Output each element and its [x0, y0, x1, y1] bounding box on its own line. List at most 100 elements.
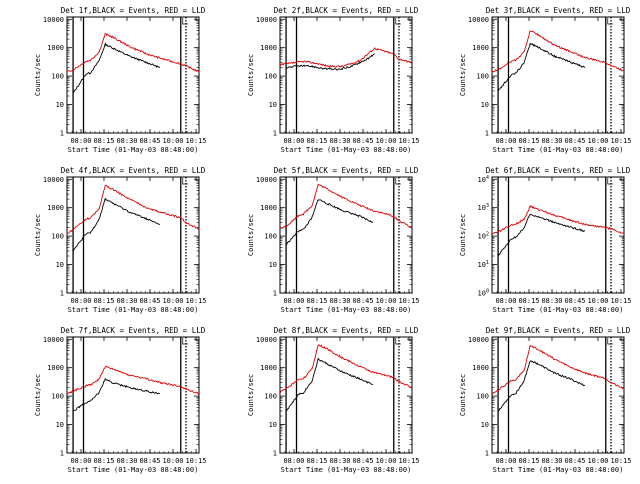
chart-panel-6: Det 6f,BLACK = Events, RED = LLD 100 101 10…	[459, 166, 632, 314]
events-series-line	[285, 53, 375, 71]
x-tick-label: 08:45	[352, 137, 373, 145]
y-tick-label: 1000	[472, 44, 489, 52]
x-tick-label: 08:15	[518, 137, 539, 145]
chart-title: Det 5f,BLACK = Events, RED = LLD	[274, 166, 419, 175]
x-tick-label: 08:00	[495, 137, 516, 145]
chart-title: Det 4f,BLACK = Events, RED = LLD	[61, 166, 206, 175]
lld-series-line	[279, 47, 413, 68]
y-tick-label: 10	[56, 261, 64, 269]
x-tick-label: 08:30	[116, 457, 137, 465]
x-tick-label: 10:00	[375, 297, 396, 305]
y-tick-label: 1000	[47, 204, 64, 212]
x-tick-label: 10:15	[185, 137, 206, 145]
lld-series-line	[66, 33, 200, 73]
events-series-line	[497, 360, 586, 412]
events-series-line	[497, 42, 586, 92]
x-tick-label: 08:15	[93, 297, 114, 305]
x-tick-label: 08:45	[564, 137, 585, 145]
x-tick-label: 08:30	[116, 297, 137, 305]
y-tick-label: 101	[478, 260, 489, 269]
lld-series-line	[491, 344, 625, 395]
y-tick-label: 1000	[260, 44, 277, 52]
y-tick-label: 1000	[260, 364, 277, 372]
y-tick-label: 10000	[256, 336, 277, 344]
y-axis-label: Counts/sec	[459, 54, 467, 96]
y-tick-label: 10	[269, 421, 277, 429]
y-axis-label: Counts/sec	[34, 374, 42, 416]
bracket-mark	[395, 178, 401, 185]
y-tick-label: 10	[269, 101, 277, 109]
y-axis-label: Counts/sec	[459, 374, 467, 416]
x-tick-label: 10:15	[185, 457, 206, 465]
chart-panel-9: Det 9f,BLACK = Events, RED = LLD 1 10 100 10…	[459, 326, 632, 474]
y-tick-label: 1000	[47, 44, 64, 52]
chart-title: Det 6f,BLACK = Events, RED = LLD	[486, 166, 631, 175]
lld-series-line	[279, 183, 413, 229]
y-tick-label: 1000	[472, 364, 489, 372]
y-tick-label: 10000	[468, 336, 489, 344]
lld-series-line	[66, 184, 200, 234]
x-tick-label: 10:00	[587, 297, 608, 305]
y-tick-label: 10000	[256, 16, 277, 24]
x-axis-label: Start Time (01-May-03 08:48:00)	[493, 466, 624, 474]
y-tick-label: 10000	[43, 336, 64, 344]
y-tick-label: 10	[269, 261, 277, 269]
y-tick-label: 100	[476, 73, 489, 81]
plot-frame	[66, 16, 200, 134]
plot-frame	[66, 176, 200, 294]
x-tick-label: 08:00	[495, 297, 516, 305]
chart-panel-7: Det 7f,BLACK = Events, RED = LLD 1 10 100 10…	[34, 326, 207, 474]
x-tick-label: 08:15	[306, 297, 327, 305]
x-tick-label: 08:45	[564, 457, 585, 465]
x-axis-label: Start Time (01-May-03 08:48:00)	[68, 146, 199, 154]
x-tick-label: 10:15	[398, 457, 419, 465]
x-tick-label: 08:45	[139, 297, 160, 305]
x-tick-label: 08:15	[306, 137, 327, 145]
x-tick-label: 10:00	[587, 457, 608, 465]
y-tick-label: 1	[273, 450, 277, 458]
y-axis-label: Counts/sec	[247, 214, 255, 256]
chart-panel-5: Det 5f,BLACK = Events, RED = LLD 1 10 100 10…	[247, 166, 420, 314]
x-tick-label: 08:15	[306, 457, 327, 465]
plot-frame	[491, 16, 625, 134]
x-axis-label: Start Time (01-May-03 08:48:00)	[68, 466, 199, 474]
y-axis-label: Counts/sec	[247, 54, 255, 96]
y-tick-label: 1000	[47, 364, 64, 372]
x-tick-label: 08:30	[329, 297, 350, 305]
plot-frame	[279, 176, 413, 294]
x-axis-label: Start Time (01-May-03 08:48:00)	[281, 146, 412, 154]
x-tick-label: 10:15	[610, 297, 631, 305]
bracket-mark	[607, 338, 613, 345]
x-tick-label: 10:15	[398, 297, 419, 305]
x-tick-label: 08:15	[518, 457, 539, 465]
events-series-line	[72, 197, 161, 252]
x-tick-label: 08:00	[283, 137, 304, 145]
x-tick-label: 08:15	[93, 457, 114, 465]
x-tick-label: 08:30	[541, 297, 562, 305]
chart-panel-1: Det 1f,BLACK = Events, RED = LLD 1 10 100 10…	[34, 6, 207, 154]
y-tick-label: 100	[264, 393, 277, 401]
y-tick-label: 100	[51, 233, 64, 241]
events-series-line	[72, 42, 161, 94]
y-tick-label: 1	[60, 450, 64, 458]
x-tick-label: 08:00	[283, 297, 304, 305]
x-tick-label: 08:45	[352, 297, 373, 305]
x-tick-label: 10:00	[375, 137, 396, 145]
x-tick-label: 08:30	[329, 137, 350, 145]
plot-frame	[491, 336, 625, 454]
plot-frame	[66, 336, 200, 454]
y-tick-label: 100	[476, 393, 489, 401]
x-tick-label: 10:15	[398, 137, 419, 145]
x-tick-label: 08:00	[70, 137, 91, 145]
chart-panel-4: Det 4f,BLACK = Events, RED = LLD 1 10 100 10…	[34, 166, 207, 314]
y-axis-label: Counts/sec	[34, 214, 42, 256]
events-series-line	[285, 357, 374, 412]
y-tick-label: 1	[485, 130, 489, 138]
events-series-line	[497, 213, 586, 257]
plot-frame	[491, 176, 625, 294]
y-tick-label: 10000	[468, 16, 489, 24]
bracket-mark	[395, 338, 401, 345]
y-tick-label: 1	[485, 450, 489, 458]
